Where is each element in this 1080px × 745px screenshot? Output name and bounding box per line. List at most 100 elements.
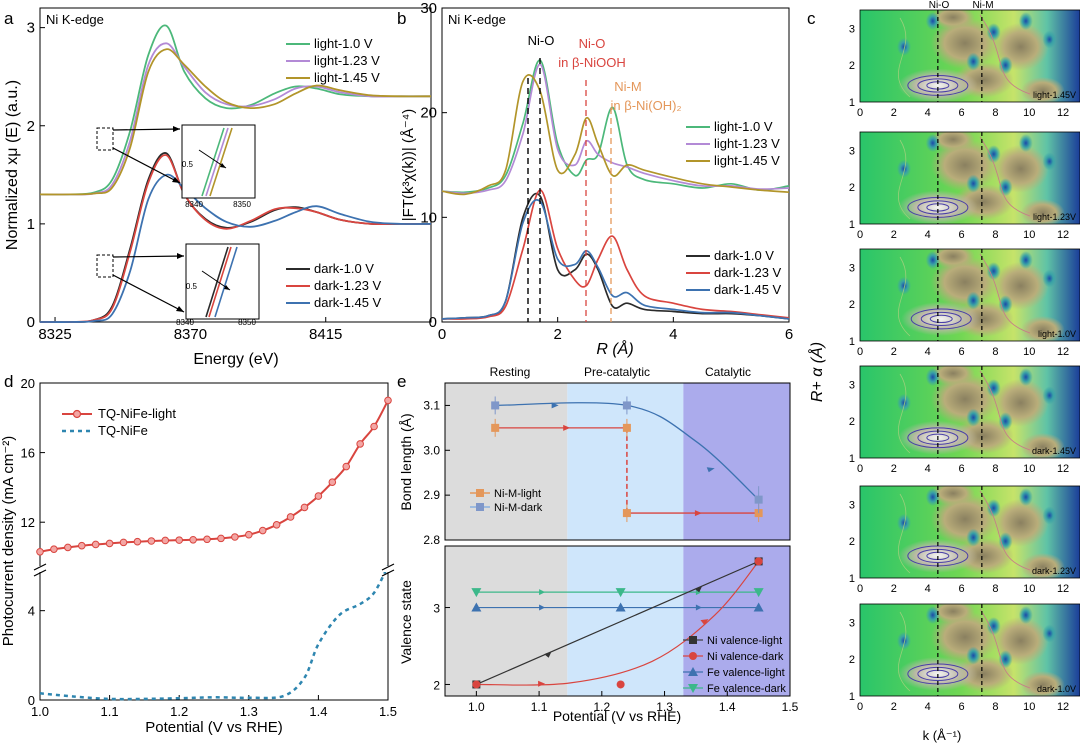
y-tick-label: 0	[28, 693, 35, 708]
x-tick-label: 12	[1057, 463, 1069, 475]
y-tick-label: 1	[849, 453, 855, 465]
y-tick-label: 1	[27, 216, 35, 233]
y-tick-label: 1	[849, 97, 855, 109]
point-TQ-NiFe-light	[384, 396, 392, 405]
point-TQ-NiFe-light	[245, 530, 253, 539]
map-blue-spot	[1042, 30, 1057, 49]
map-feature	[931, 132, 976, 152]
point-TQ-NiFe-light	[133, 537, 142, 546]
x-tick-label: 6	[958, 346, 964, 358]
svg-text:light-1.23 V: light-1.23 V	[714, 136, 780, 151]
map-contour	[898, 139, 911, 220]
panel-e-ylabel-bottom: Valence state	[398, 580, 414, 664]
arrow-Ni-M-light	[563, 424, 571, 431]
x-tick-label: 8	[992, 463, 998, 475]
map-blue-spot	[925, 134, 940, 153]
panel-a-letter: a	[4, 9, 14, 28]
panel-e-ylabel-top: Bond length (Å)	[398, 413, 414, 510]
panel-a-arrow-1-head	[173, 126, 180, 132]
x-tick-label: 6	[958, 107, 964, 119]
map-blue-spot	[897, 393, 911, 412]
y-tick-label: 1	[849, 573, 855, 585]
x-tick-label: 1.3	[656, 700, 673, 714]
svg-text:0.5: 0.5	[186, 282, 198, 291]
map-blue-spot	[897, 159, 911, 178]
panel-e-top-frame	[444, 382, 791, 541]
point-TQ-NiFe-light	[370, 422, 378, 431]
y-tick-label: 2	[433, 678, 440, 692]
map-blue-spot	[1042, 152, 1057, 171]
panel-a-arrow-3	[112, 255, 185, 258]
region-bottom-Pre-catalytic	[567, 546, 684, 696]
svg-text:8340: 8340	[185, 200, 203, 209]
point-TQ-NiFe-light	[203, 535, 211, 544]
map-contour	[979, 136, 1031, 217]
x-tick-label: 1.2	[170, 704, 188, 719]
panel-e: e Resting Pre-catalytic Catalytic Bond l…	[397, 365, 799, 724]
y-tick-label: 2	[849, 416, 855, 428]
map-feature	[930, 256, 999, 309]
arrow-Fe-valence-dark	[539, 589, 546, 596]
map-frame	[859, 9, 1080, 103]
y-tick-label: 20	[21, 376, 35, 391]
panel-a-xticks: 8325 8370 8415	[38, 317, 342, 343]
y-tick-label: 3	[849, 262, 855, 274]
y-tick-label: 1	[849, 219, 855, 231]
panel-b-note: Ni K-edge	[448, 12, 506, 27]
map-frame	[859, 603, 1080, 697]
map-blue-spot	[897, 513, 911, 532]
point-TQ-NiFe-light	[147, 537, 156, 545]
map-main-peak	[897, 538, 978, 573]
point-TQ-NiFe-light	[50, 545, 58, 553]
point-Ni-M-dark	[754, 495, 763, 504]
panel-a-arrow-4	[112, 274, 185, 313]
map-blue-spot	[1042, 506, 1057, 525]
map-blue-spot	[998, 295, 1013, 314]
panel-c-top-label-ni-m: Ni-M	[972, 0, 993, 11]
map-main-peak	[897, 68, 978, 102]
map-contour	[898, 611, 911, 692]
point-Fe-valence-dark	[471, 588, 482, 598]
x-tick-label: 0	[857, 107, 863, 119]
point-TQ-NiFe-light	[314, 492, 323, 500]
map-contour	[979, 370, 1031, 451]
y-tick-label: 3	[849, 145, 855, 157]
region-pre-catalytic: Pre-catalytic	[584, 365, 650, 379]
panel-b: b Ni K-edge |FT(k³χ(k))| (Å⁻⁴) R (Å) 0 10…	[397, 0, 793, 358]
y-tick-label: 1	[849, 336, 855, 348]
panel-a-zoom-box-top	[96, 127, 114, 151]
x-tick-label: 6	[958, 583, 964, 595]
point-Fe-valence-light	[753, 602, 764, 612]
map-blue-spot	[966, 646, 981, 665]
map-blue-spot	[925, 251, 940, 270]
legend-dark-1.23: dark-1.23 V	[314, 278, 382, 293]
series-TQ-NiFe	[39, 565, 390, 701]
panel-b-frame	[441, 7, 790, 323]
map-frame	[859, 485, 1080, 579]
svg-text:Fe valence-light: Fe valence-light	[707, 667, 785, 679]
map-blue-spot	[1018, 368, 1033, 387]
y-tick-label: 30	[420, 0, 437, 17]
y-tick-label: 2	[849, 654, 855, 666]
map-blue-spot	[897, 37, 911, 56]
point-Fe-valence-light	[615, 602, 626, 612]
panel-e-valence-series	[471, 557, 764, 689]
x-tick-label: 10	[1023, 463, 1035, 475]
map-blue-spot	[986, 23, 1001, 42]
x-tick-label: 8	[992, 346, 998, 358]
map-blue-spot	[966, 174, 981, 193]
x-tick-label: 10	[1023, 583, 1035, 595]
x-tick-label: 2	[891, 583, 897, 595]
x-tick-label: 4	[925, 107, 931, 119]
point-TQ-NiFe-light	[119, 538, 128, 547]
panel-a-legend-light: light-1.0 V light-1.23 V light-1.45 V	[286, 36, 380, 85]
map-blue-spot	[966, 52, 981, 71]
x-tick-label: 0	[857, 346, 863, 358]
panel-a-arrow-3-head	[177, 253, 184, 259]
map-content	[860, 604, 1080, 696]
map-feature	[930, 139, 999, 192]
map-blue-spot	[1018, 12, 1033, 31]
panel-a: a Ni K-edge Normalized xμ (E) (a.u.) Ene…	[4, 7, 432, 368]
